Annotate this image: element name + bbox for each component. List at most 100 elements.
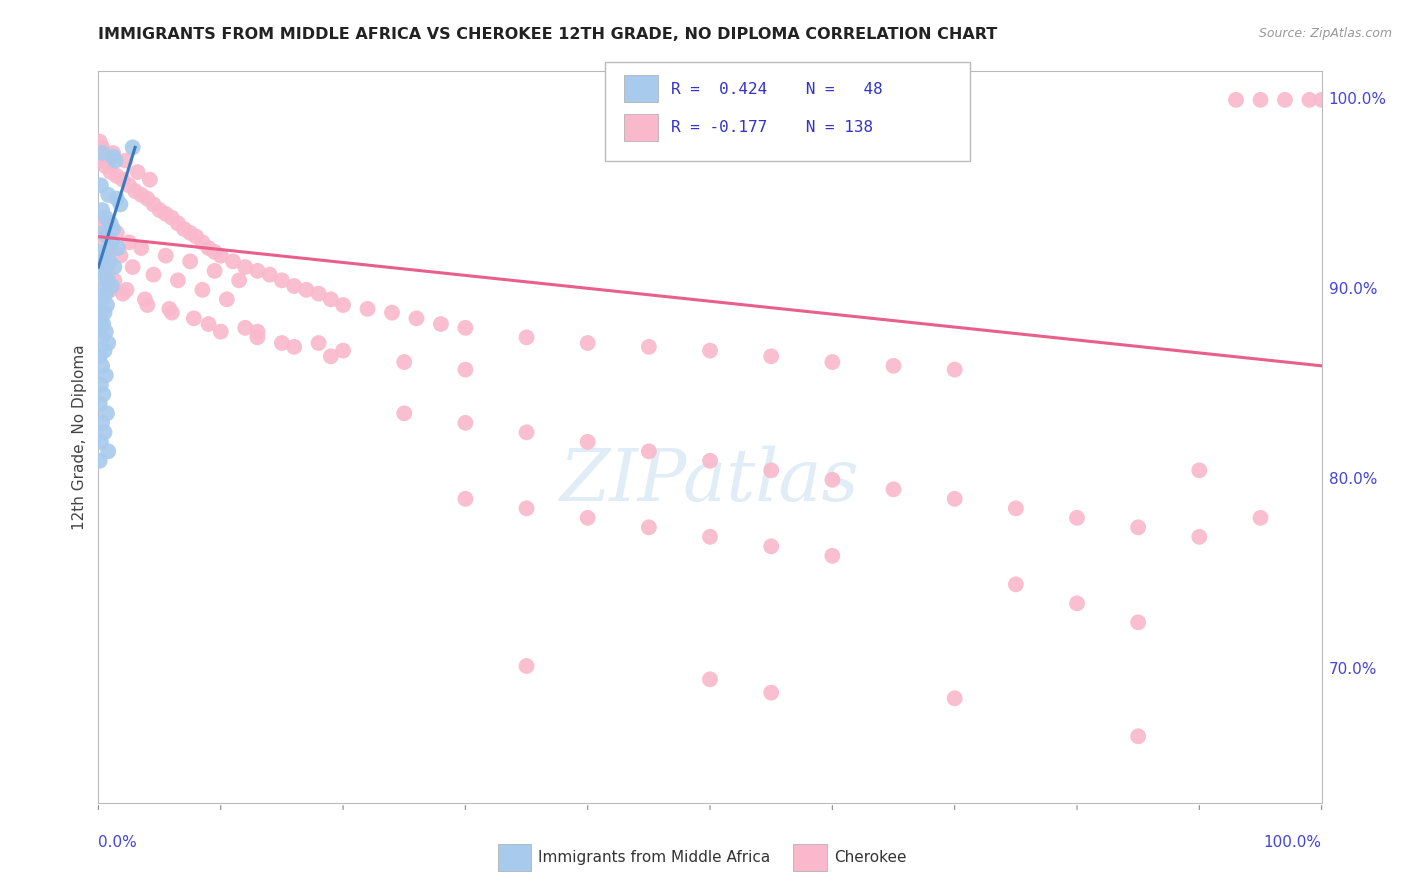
- Point: [103, 260, 125, 274]
- Point: [295, 283, 318, 297]
- Text: 100.0%: 100.0%: [1264, 836, 1322, 850]
- Point: [179, 226, 201, 240]
- Point: [129, 241, 152, 255]
- Point: [160, 305, 183, 319]
- Point: [270, 273, 294, 287]
- Point: [91, 226, 114, 240]
- Point: [186, 229, 208, 244]
- Point: [91, 229, 114, 244]
- Point: [761, 685, 783, 699]
- Point: [121, 260, 143, 274]
- Point: [91, 254, 114, 268]
- Point: [1274, 93, 1296, 107]
- Point: [943, 362, 966, 376]
- Point: [91, 317, 114, 331]
- Point: [319, 293, 342, 307]
- Point: [105, 192, 128, 206]
- Point: [97, 150, 120, 164]
- Point: [155, 207, 177, 221]
- Point: [127, 165, 149, 179]
- Point: [110, 249, 132, 263]
- Point: [1188, 463, 1211, 477]
- Text: Cherokee: Cherokee: [834, 850, 907, 864]
- Point: [90, 244, 112, 259]
- Point: [90, 434, 112, 449]
- Point: [222, 254, 245, 268]
- Y-axis label: 12th Grade, No Diploma: 12th Grade, No Diploma: [72, 344, 87, 530]
- Point: [100, 165, 122, 179]
- Point: [100, 283, 122, 297]
- Point: [157, 301, 180, 316]
- Point: [943, 491, 966, 506]
- Point: [160, 211, 183, 225]
- Text: ZIPatlas: ZIPatlas: [560, 446, 860, 516]
- Point: [516, 425, 538, 440]
- Point: [204, 244, 226, 259]
- Point: [89, 397, 111, 411]
- Point: [1225, 93, 1247, 107]
- Point: [149, 202, 172, 217]
- Point: [516, 501, 538, 516]
- Point: [699, 530, 721, 544]
- Point: [89, 349, 111, 363]
- Point: [93, 249, 115, 263]
- Point: [392, 406, 416, 420]
- Point: [576, 336, 599, 351]
- Point: [308, 336, 330, 351]
- Point: [183, 311, 205, 326]
- Point: [259, 268, 281, 282]
- Point: [155, 249, 177, 263]
- Point: [191, 283, 214, 297]
- Point: [356, 301, 378, 316]
- Point: [699, 454, 721, 468]
- Point: [105, 169, 128, 183]
- Point: [93, 146, 115, 161]
- Point: [124, 184, 146, 198]
- Point: [94, 211, 117, 225]
- Point: [209, 325, 232, 339]
- Point: [1250, 93, 1272, 107]
- Point: [179, 254, 201, 268]
- Text: 80.0%: 80.0%: [1329, 473, 1376, 487]
- Point: [118, 178, 141, 193]
- Point: [97, 273, 120, 287]
- Point: [228, 273, 250, 287]
- Point: [516, 659, 538, 673]
- Point: [283, 279, 305, 293]
- Point: [821, 473, 844, 487]
- Point: [883, 483, 905, 497]
- Point: [246, 325, 269, 339]
- Point: [381, 305, 404, 319]
- Point: [1310, 93, 1333, 107]
- Point: [103, 273, 125, 287]
- Point: [94, 325, 117, 339]
- Point: [204, 264, 226, 278]
- Point: [94, 286, 117, 301]
- Point: [1298, 93, 1320, 107]
- Point: [111, 286, 134, 301]
- Point: [93, 305, 115, 319]
- Text: 90.0%: 90.0%: [1329, 283, 1376, 297]
- Point: [319, 349, 342, 363]
- Point: [246, 330, 269, 344]
- Point: [90, 311, 112, 326]
- Point: [105, 226, 128, 240]
- Point: [454, 491, 477, 506]
- Point: [761, 349, 783, 363]
- Point: [90, 153, 112, 168]
- Point: [136, 192, 159, 206]
- Point: [1128, 615, 1150, 630]
- Text: 0.0%: 0.0%: [98, 836, 138, 850]
- Point: [101, 235, 124, 250]
- Point: [191, 235, 214, 250]
- Point: [101, 279, 124, 293]
- Point: [96, 298, 118, 312]
- Point: [97, 444, 120, 458]
- Point: [94, 273, 117, 287]
- Text: 100.0%: 100.0%: [1329, 93, 1386, 107]
- Point: [233, 260, 256, 274]
- Point: [761, 463, 783, 477]
- Text: 70.0%: 70.0%: [1329, 663, 1376, 677]
- Point: [91, 268, 114, 282]
- Point: [637, 340, 661, 354]
